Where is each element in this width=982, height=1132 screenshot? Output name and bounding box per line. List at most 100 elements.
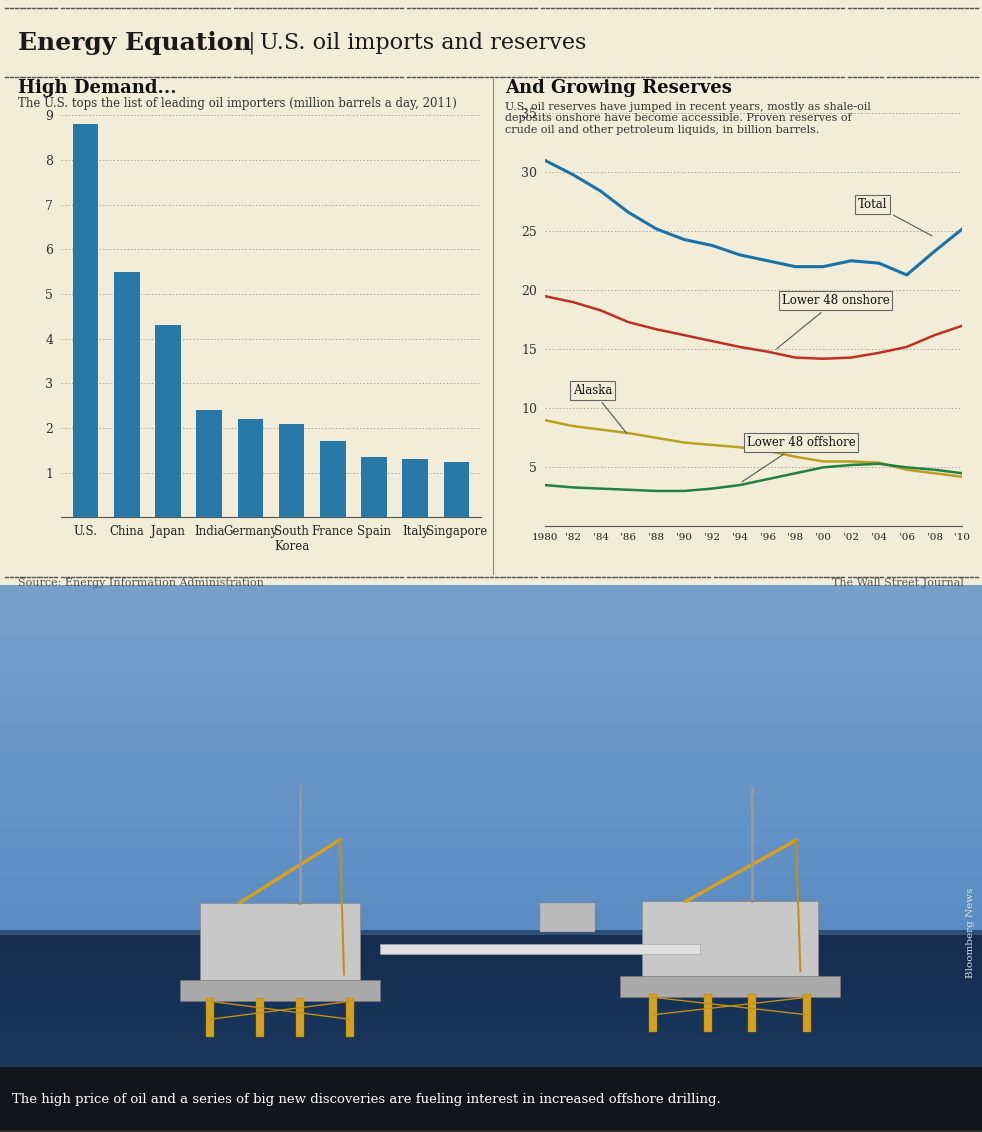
Text: Lower 48 offshore: Lower 48 offshore xyxy=(742,436,855,482)
Bar xyxy=(0,749,982,753)
Bar xyxy=(0,889,982,892)
Bar xyxy=(0,997,982,1000)
Bar xyxy=(0,1074,982,1078)
Bar xyxy=(0,721,982,724)
Text: Bloomberg News: Bloomberg News xyxy=(966,887,975,978)
Bar xyxy=(0,1080,982,1082)
Bar xyxy=(0,735,982,738)
Text: |: | xyxy=(241,32,262,54)
Bar xyxy=(0,972,982,975)
Bar xyxy=(704,994,712,1032)
Bar xyxy=(114,272,139,517)
Bar xyxy=(0,781,982,784)
Bar xyxy=(0,915,982,918)
Bar xyxy=(0,718,982,721)
Bar xyxy=(0,989,982,993)
Bar xyxy=(0,729,982,732)
Text: And Growing Reserves: And Growing Reserves xyxy=(505,79,732,97)
Bar xyxy=(0,741,982,745)
Bar xyxy=(0,933,982,935)
Bar xyxy=(0,964,982,968)
Bar xyxy=(0,942,982,945)
Bar xyxy=(0,872,982,875)
Bar xyxy=(0,585,982,589)
Text: The U.S. tops the list of leading oil importers (million barrels a day, 2011): The U.S. tops the list of leading oil im… xyxy=(18,97,457,110)
Bar xyxy=(0,842,982,846)
Bar xyxy=(0,993,982,995)
Bar xyxy=(0,977,982,980)
Bar xyxy=(0,920,982,924)
Bar xyxy=(0,848,982,851)
Bar xyxy=(0,937,982,940)
Bar xyxy=(0,1077,982,1080)
Bar xyxy=(0,753,982,756)
Bar xyxy=(0,602,982,606)
Bar xyxy=(0,1022,982,1024)
Bar xyxy=(0,1030,982,1032)
Bar xyxy=(0,643,982,646)
Bar xyxy=(0,1120,982,1122)
Bar xyxy=(0,697,982,701)
Bar xyxy=(0,669,982,672)
Bar xyxy=(0,1049,982,1052)
Bar xyxy=(0,645,982,649)
Bar xyxy=(361,457,387,517)
Bar xyxy=(0,1010,982,1012)
Bar xyxy=(0,952,982,955)
Bar xyxy=(0,911,982,915)
Bar xyxy=(0,894,982,898)
Bar xyxy=(0,1089,982,1092)
Bar xyxy=(0,837,982,840)
Bar xyxy=(0,1084,982,1087)
Bar xyxy=(649,994,657,1032)
Bar xyxy=(256,997,264,1037)
Bar xyxy=(0,822,982,825)
Bar xyxy=(0,1087,982,1090)
Bar xyxy=(0,859,982,863)
Bar xyxy=(0,796,982,799)
Bar xyxy=(0,738,982,741)
Bar xyxy=(0,846,982,849)
Bar xyxy=(0,588,982,591)
Bar xyxy=(0,758,982,762)
Bar xyxy=(0,695,982,698)
Bar xyxy=(0,983,982,985)
Bar xyxy=(0,625,982,628)
Bar xyxy=(0,1109,982,1112)
Bar xyxy=(0,929,982,933)
Bar xyxy=(0,747,982,751)
Bar xyxy=(0,1027,982,1030)
Bar xyxy=(0,634,982,637)
Bar xyxy=(620,977,840,997)
Bar xyxy=(0,1124,982,1127)
Bar xyxy=(73,125,98,517)
Bar xyxy=(279,423,304,517)
Bar xyxy=(0,761,982,764)
Bar xyxy=(0,1127,982,1130)
Bar xyxy=(0,909,982,912)
Bar xyxy=(0,1024,982,1027)
Bar xyxy=(0,807,982,811)
Bar xyxy=(0,825,982,829)
Bar xyxy=(0,1052,982,1055)
Bar xyxy=(0,1037,982,1039)
Bar xyxy=(0,962,982,964)
Bar xyxy=(803,994,811,1032)
Bar xyxy=(0,851,982,855)
Bar xyxy=(0,727,982,730)
Bar xyxy=(0,926,982,929)
Text: U.S. oil reserves have jumped in recent years, mostly as shale-oil
deposits onsh: U.S. oil reserves have jumped in recent … xyxy=(505,102,871,135)
Bar xyxy=(0,833,982,837)
Bar xyxy=(0,880,982,883)
Bar xyxy=(0,1060,982,1062)
Bar xyxy=(0,775,982,779)
Bar xyxy=(0,614,982,617)
Bar xyxy=(0,591,982,594)
Bar xyxy=(0,865,982,868)
Bar xyxy=(0,805,982,808)
Bar xyxy=(0,660,982,663)
Bar xyxy=(0,1095,982,1097)
Bar xyxy=(0,701,982,704)
Bar xyxy=(206,997,214,1037)
Bar xyxy=(0,794,982,797)
